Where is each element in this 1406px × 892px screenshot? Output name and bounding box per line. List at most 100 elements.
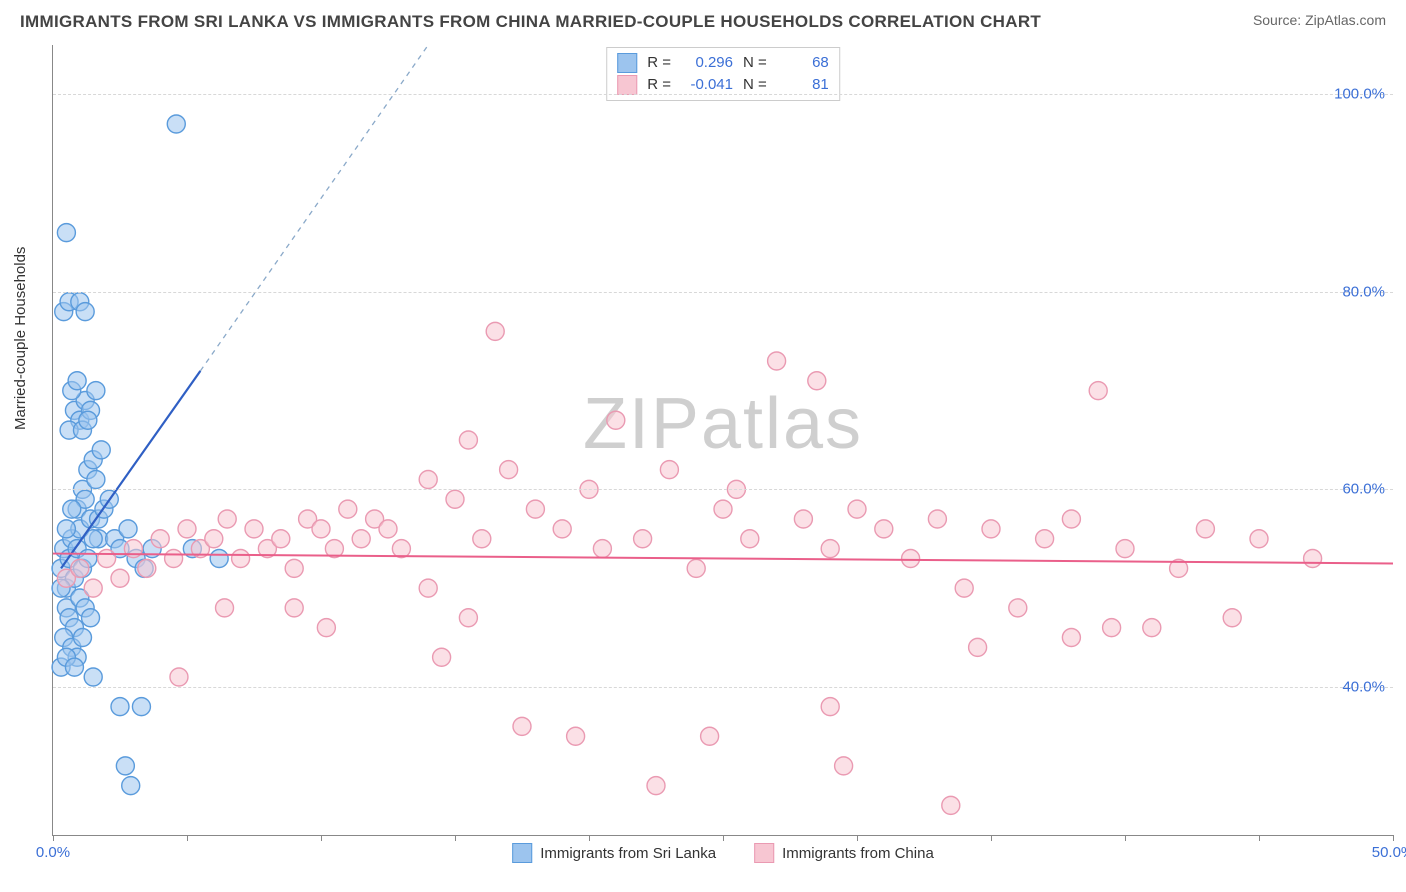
data-point [1143,619,1161,637]
data-point [513,717,531,735]
gridline [53,687,1393,688]
r-label: R = [647,74,671,96]
data-point [79,411,97,429]
data-point [167,115,185,133]
data-point [848,500,866,518]
legend-item-china: Immigrants from China [754,843,934,863]
data-point [122,777,140,795]
data-point [982,520,1000,538]
xtick [455,835,456,841]
data-point [500,461,518,479]
data-point [71,559,89,577]
xtick [857,835,858,841]
ytick-label: 60.0% [1342,481,1385,498]
data-point [245,520,263,538]
series-legend: Immigrants from Sri Lanka Immigrants fro… [512,843,934,863]
data-point [1062,629,1080,647]
data-point [379,520,397,538]
data-point [312,520,330,538]
data-point [98,550,116,568]
data-point [68,372,86,390]
xtick [53,835,54,841]
data-point [593,540,611,558]
data-point [1089,382,1107,400]
data-point [205,530,223,548]
data-point [1036,530,1054,548]
xtick-label: 50.0% [1372,844,1406,861]
data-point [1250,530,1268,548]
data-point [821,540,839,558]
source-label: Source: ZipAtlas.com [1253,12,1386,28]
data-point [1103,619,1121,637]
data-point [232,550,250,568]
data-point [419,579,437,597]
data-point [87,382,105,400]
data-point [1304,550,1322,568]
y-axis-label: Married-couple Households [12,247,29,430]
xtick [723,835,724,841]
data-point [419,471,437,489]
data-point [794,510,812,528]
chart-title: IMMIGRANTS FROM SRI LANKA VS IMMIGRANTS … [20,12,1041,32]
data-point [272,530,290,548]
data-point [84,668,102,686]
legend-row-china: R = -0.041 N = 81 [617,74,829,96]
data-point [82,609,100,627]
xtick [187,835,188,841]
data-point [65,658,83,676]
ytick-label: 40.0% [1342,678,1385,695]
trend-line [53,554,1393,564]
data-point [955,579,973,597]
scatter-svg [53,45,1393,835]
data-point [928,510,946,528]
swatch-srilanka [617,53,637,73]
data-point [92,441,110,459]
data-point [170,668,188,686]
data-point [132,698,150,716]
xtick [1259,835,1260,841]
data-point [285,599,303,617]
n-label: N = [743,74,767,96]
data-point [165,550,183,568]
r-value-srilanka: 0.296 [681,52,733,74]
data-point [317,619,335,637]
data-point [553,520,571,538]
r-value-china: -0.041 [681,74,733,96]
data-point [216,599,234,617]
data-point [459,431,477,449]
data-point [459,609,477,627]
data-point [285,559,303,577]
data-point [567,727,585,745]
data-point [111,569,129,587]
data-point [57,520,75,538]
r-label: R = [647,52,671,74]
gridline [53,94,1393,95]
gridline [53,489,1393,490]
data-point [433,648,451,666]
legend-label-china: Immigrants from China [782,845,934,862]
data-point [526,500,544,518]
legend-item-srilanka: Immigrants from Sri Lanka [512,843,716,863]
data-point [942,796,960,814]
data-point [687,559,705,577]
data-point [392,540,410,558]
xtick [321,835,322,841]
data-point [634,530,652,548]
xtick [589,835,590,841]
data-point [218,510,236,528]
data-point [902,550,920,568]
swatch-china [617,75,637,95]
data-point [701,727,719,745]
data-point [84,579,102,597]
data-point [607,411,625,429]
data-point [87,471,105,489]
data-point [119,520,137,538]
data-point [76,303,94,321]
data-point [473,530,491,548]
data-point [1062,510,1080,528]
ytick-label: 80.0% [1342,283,1385,300]
n-label: N = [743,52,767,74]
data-point [647,777,665,795]
data-point [808,372,826,390]
header: IMMIGRANTS FROM SRI LANKA VS IMMIGRANTS … [0,0,1406,32]
